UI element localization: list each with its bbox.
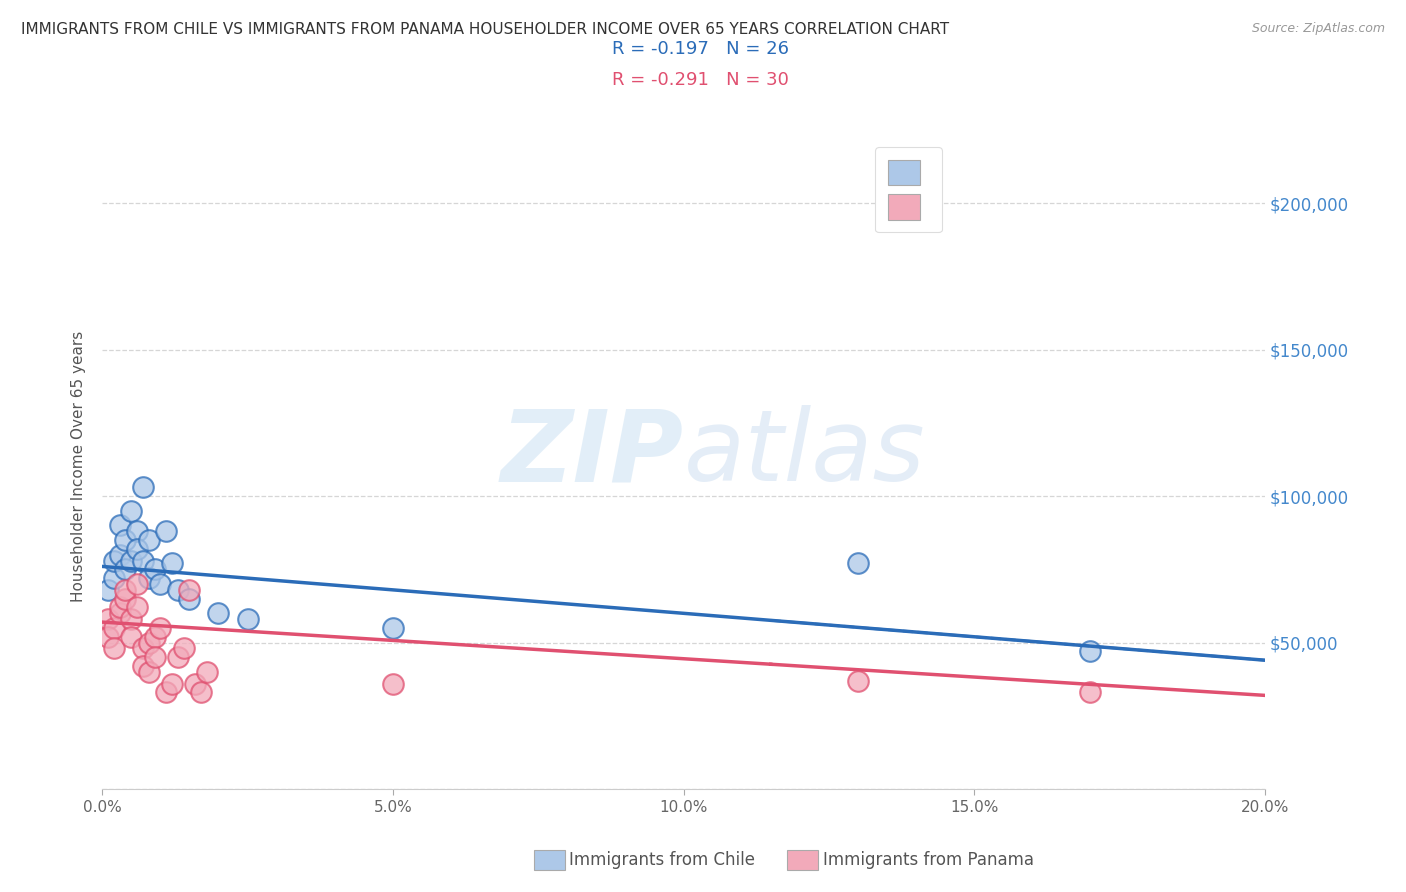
Point bbox=[195, 665, 218, 679]
Point bbox=[143, 650, 166, 665]
Point bbox=[120, 553, 142, 567]
Point bbox=[846, 557, 869, 571]
Point bbox=[1080, 685, 1102, 699]
Point bbox=[132, 480, 155, 494]
Point bbox=[132, 553, 155, 567]
Point bbox=[103, 571, 125, 585]
Point bbox=[143, 630, 166, 644]
Text: atlas: atlas bbox=[683, 405, 925, 502]
Point bbox=[132, 659, 155, 673]
Point bbox=[108, 548, 131, 562]
Point bbox=[120, 504, 142, 518]
Point bbox=[184, 676, 207, 690]
Point bbox=[97, 612, 120, 626]
Point bbox=[846, 673, 869, 688]
Point bbox=[149, 621, 172, 635]
Text: IMMIGRANTS FROM CHILE VS IMMIGRANTS FROM PANAMA HOUSEHOLDER INCOME OVER 65 YEARS: IMMIGRANTS FROM CHILE VS IMMIGRANTS FROM… bbox=[21, 22, 949, 37]
Text: Immigrants from Panama: Immigrants from Panama bbox=[823, 851, 1033, 869]
Point bbox=[127, 600, 149, 615]
Point bbox=[143, 562, 166, 576]
Text: R = -0.291   N = 30: R = -0.291 N = 30 bbox=[612, 71, 789, 89]
Point bbox=[179, 582, 201, 597]
Point bbox=[1080, 644, 1102, 658]
Point bbox=[155, 685, 177, 699]
Text: Source: ZipAtlas.com: Source: ZipAtlas.com bbox=[1251, 22, 1385, 36]
Point bbox=[179, 591, 201, 606]
Point bbox=[138, 665, 160, 679]
Point bbox=[114, 562, 136, 576]
Point bbox=[97, 630, 120, 644]
Point bbox=[108, 518, 131, 533]
Text: ZIP: ZIP bbox=[501, 405, 683, 502]
Text: Immigrants from Chile: Immigrants from Chile bbox=[569, 851, 755, 869]
Point bbox=[138, 571, 160, 585]
Point bbox=[173, 641, 195, 656]
Point bbox=[114, 591, 136, 606]
Point bbox=[138, 635, 160, 649]
Point bbox=[120, 630, 142, 644]
Point bbox=[103, 641, 125, 656]
Point bbox=[127, 524, 149, 539]
Y-axis label: Householder Income Over 65 years: Householder Income Over 65 years bbox=[72, 331, 86, 602]
Point bbox=[207, 607, 229, 621]
Point bbox=[108, 607, 131, 621]
Point bbox=[114, 533, 136, 547]
Point bbox=[166, 650, 188, 665]
Point bbox=[149, 577, 172, 591]
Point bbox=[103, 621, 125, 635]
Point bbox=[114, 582, 136, 597]
Point bbox=[138, 533, 160, 547]
Point bbox=[236, 612, 259, 626]
Point bbox=[160, 557, 183, 571]
Point bbox=[120, 612, 142, 626]
Point bbox=[166, 582, 188, 597]
Legend: , : , bbox=[875, 147, 942, 233]
Point bbox=[381, 676, 404, 690]
Point bbox=[381, 621, 404, 635]
Point bbox=[127, 541, 149, 556]
Text: R = -0.197   N = 26: R = -0.197 N = 26 bbox=[612, 40, 789, 58]
Point bbox=[97, 582, 120, 597]
Point bbox=[103, 553, 125, 567]
Point bbox=[127, 577, 149, 591]
Point bbox=[108, 600, 131, 615]
Point bbox=[155, 524, 177, 539]
Point bbox=[132, 641, 155, 656]
Point bbox=[160, 676, 183, 690]
Point bbox=[190, 685, 212, 699]
